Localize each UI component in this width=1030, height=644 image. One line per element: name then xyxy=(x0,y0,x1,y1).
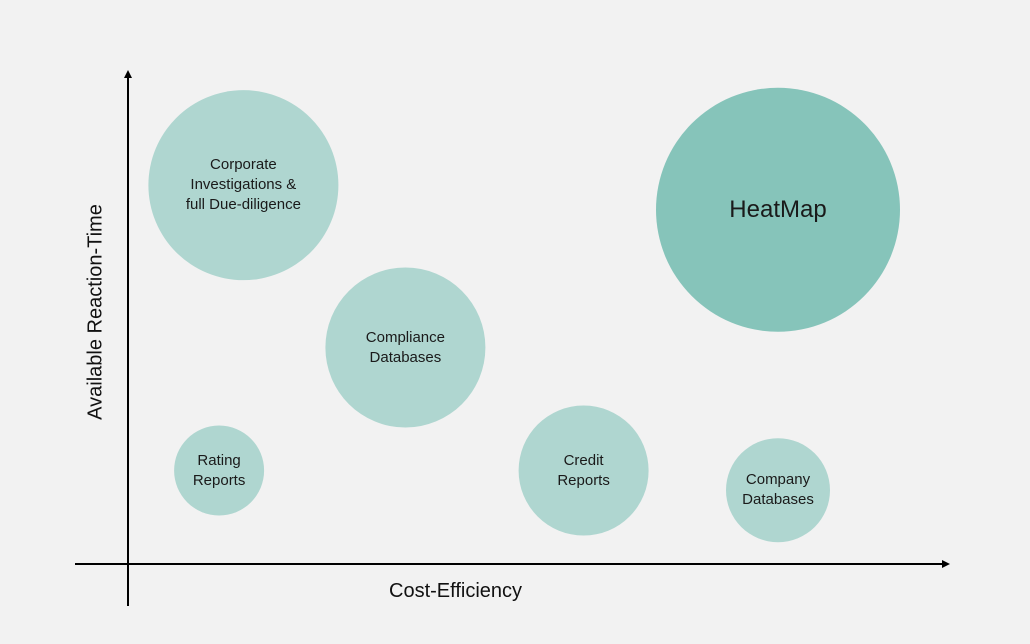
bubble-3 xyxy=(174,425,265,516)
bubble-6 xyxy=(656,87,900,332)
bubble-5 xyxy=(726,438,830,543)
bubble-4 xyxy=(518,405,649,536)
x-axis-label: Cost-Efficiency xyxy=(389,580,523,602)
y-axis-label: Available Reaction-Time xyxy=(84,204,107,420)
bubble-2 xyxy=(325,267,486,428)
bubble-1 xyxy=(148,90,339,281)
bubbles-layer xyxy=(148,87,900,543)
